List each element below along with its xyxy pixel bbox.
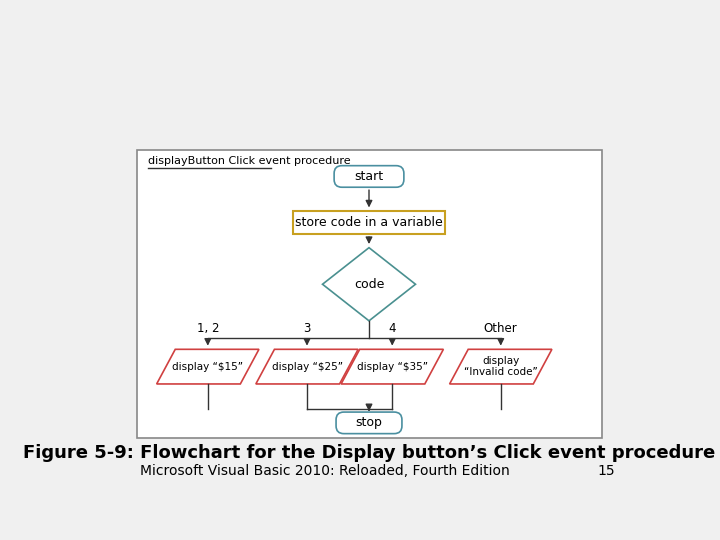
Text: display “$35”: display “$35” bbox=[356, 362, 428, 372]
FancyBboxPatch shape bbox=[294, 211, 444, 234]
Text: display “$25”: display “$25” bbox=[271, 362, 343, 372]
Text: 15: 15 bbox=[598, 464, 616, 478]
Text: stop: stop bbox=[356, 416, 382, 429]
FancyBboxPatch shape bbox=[334, 166, 404, 187]
Text: Microsoft Visual Basic 2010: Reloaded, Fourth Edition: Microsoft Visual Basic 2010: Reloaded, F… bbox=[140, 464, 510, 478]
Text: store code in a variable: store code in a variable bbox=[295, 216, 443, 229]
Polygon shape bbox=[449, 349, 552, 384]
Text: 3: 3 bbox=[303, 322, 311, 335]
Polygon shape bbox=[341, 349, 444, 384]
Text: 4: 4 bbox=[389, 322, 396, 335]
FancyBboxPatch shape bbox=[336, 412, 402, 434]
Polygon shape bbox=[157, 349, 259, 384]
Text: Figure 5-9: Flowchart for the Display button’s Click event procedure: Figure 5-9: Flowchart for the Display bu… bbox=[23, 444, 715, 462]
Text: 1, 2: 1, 2 bbox=[197, 322, 219, 335]
Text: displayButton Click event procedure: displayButton Click event procedure bbox=[148, 157, 351, 166]
Text: Other: Other bbox=[484, 322, 518, 335]
Polygon shape bbox=[256, 349, 358, 384]
Text: display
“Invalid code”: display “Invalid code” bbox=[464, 356, 538, 377]
Polygon shape bbox=[323, 248, 415, 321]
Text: start: start bbox=[354, 170, 384, 183]
Text: display “$15”: display “$15” bbox=[172, 362, 243, 372]
FancyBboxPatch shape bbox=[137, 150, 601, 438]
Text: code: code bbox=[354, 278, 384, 291]
